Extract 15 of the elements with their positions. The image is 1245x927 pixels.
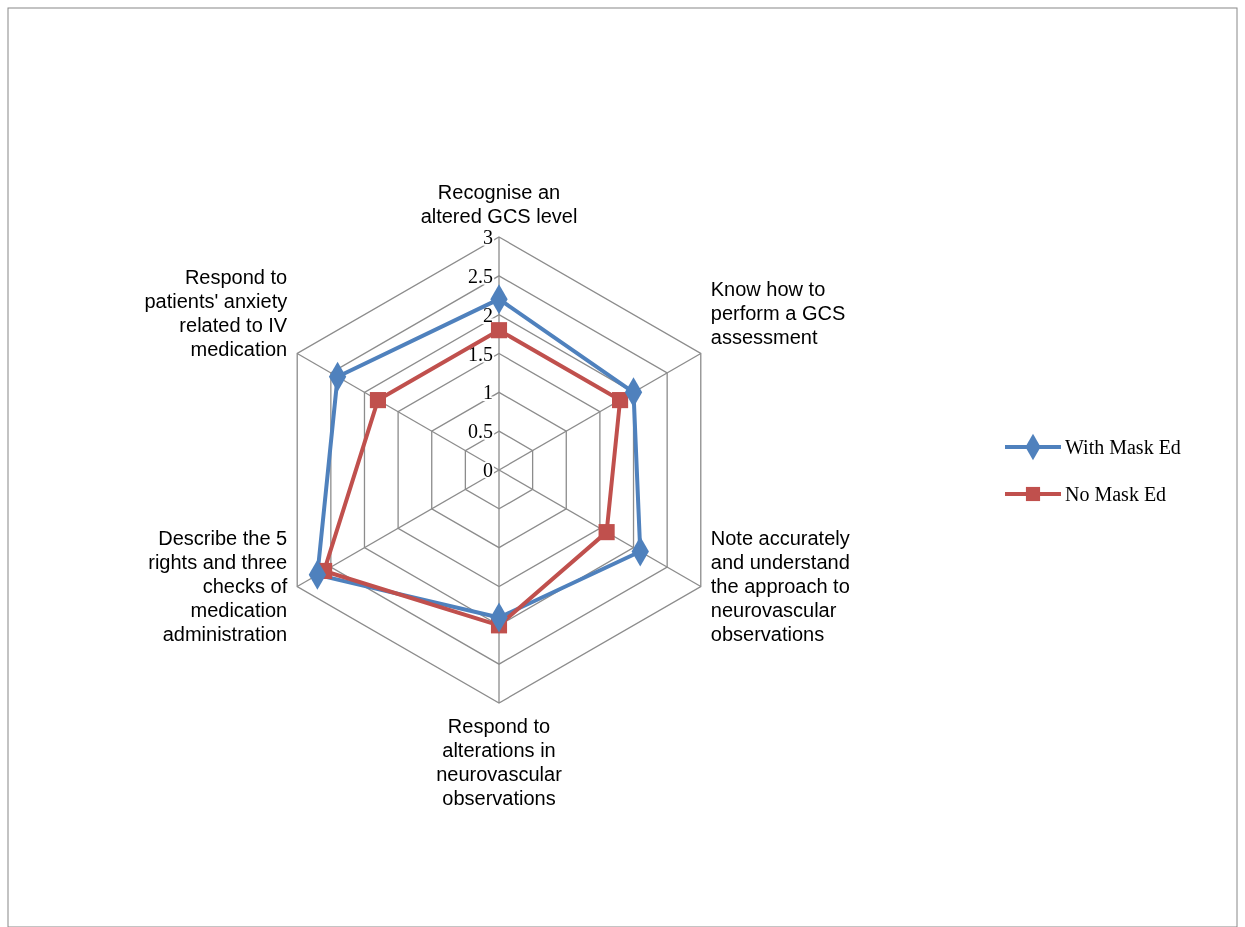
y-tick-label: 1 [483,381,493,404]
spoke-label: Describe the 5 rights and three checks of medication administration [148,526,288,645]
y-tick-label: 2 [483,303,493,326]
spoke-label: Know how to perform a GCS assessment [710,277,846,348]
spoke-label: Recognise an altered GCS level [420,181,578,227]
spoke-label: Respond to patients' anxiety related to IV medication [144,265,288,360]
spoke-label: Note accurately and understand the approach to neurovascular observations [710,526,850,645]
y-tick-label: 0.5 [468,420,493,443]
legend-label: With Mask Ed [1065,436,1181,458]
legend-label: No Mask Ed [1065,483,1167,505]
spoke-label: Respond to alterations in neurovascular observations [436,715,563,809]
y-tick-label: 1.5 [468,342,493,365]
y-tick-label: 2.5 [468,264,493,287]
y-tick-label: 0 [483,459,493,481]
y-tick-label: 3 [483,226,493,248]
